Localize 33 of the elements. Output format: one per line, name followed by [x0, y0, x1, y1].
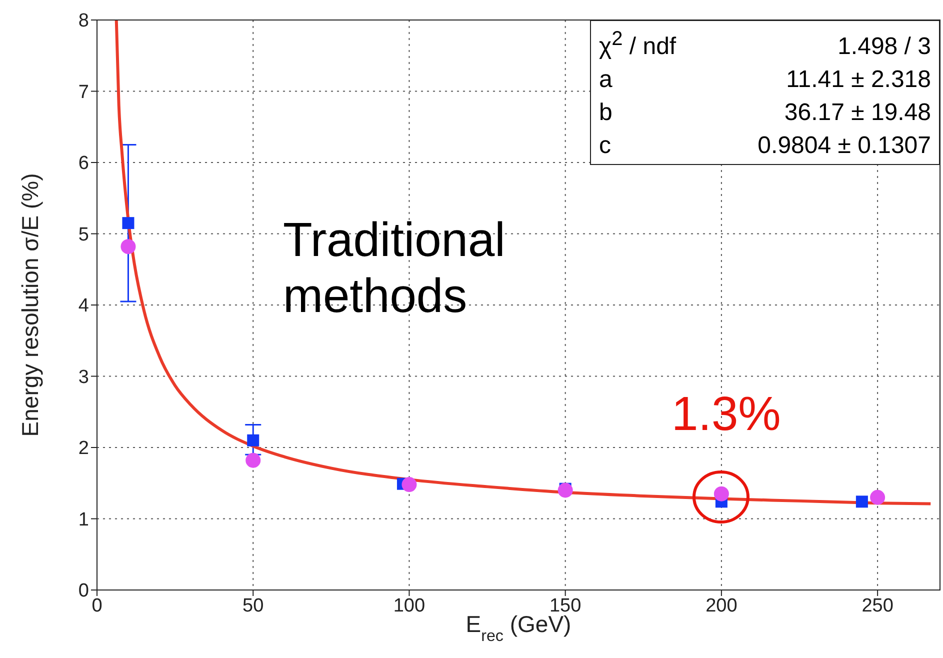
x-tick-label: 250	[862, 595, 894, 616]
annotation: a	[599, 66, 612, 93]
annotation: 0.9804 ± 0.1307	[758, 132, 931, 159]
point	[558, 482, 573, 498]
point	[402, 477, 417, 492]
annotation: 11.41 ± 2.318	[786, 66, 931, 93]
x-tick-label: 0	[92, 595, 102, 616]
y-tick-label: 1	[78, 509, 89, 530]
point	[247, 434, 260, 446]
annotation: 1.3%	[671, 388, 781, 442]
x-tick-label: 100	[393, 595, 426, 616]
annotation: b	[599, 99, 612, 126]
y-tick-label: 3	[78, 366, 89, 388]
point	[856, 496, 868, 508]
y-tick-label: 2	[78, 438, 89, 460]
annotation: c	[599, 132, 611, 159]
y-tick-label: 4	[78, 296, 90, 317]
point	[246, 452, 261, 468]
point	[870, 490, 886, 505]
x-tick-label: 200	[706, 595, 738, 616]
y-tick-label: 6	[78, 153, 89, 174]
point	[120, 239, 136, 254]
point	[122, 217, 134, 230]
y-tick-label: 0	[78, 580, 89, 602]
annotation: 36.17 ± 19.48	[784, 99, 931, 126]
y-axis-title: Energy resolution σ/E (%)	[17, 173, 43, 437]
annotation: 1.498 / 3	[838, 33, 931, 60]
annotation: Traditional methods	[283, 214, 506, 323]
y-tick-label: 7	[78, 82, 89, 103]
annotation: χ$^{2}$ / ndf	[599, 28, 676, 60]
y-tick-label: 5	[78, 224, 89, 246]
x-tick-label: 50	[242, 595, 264, 616]
y-tick-label: 8	[78, 10, 89, 32]
